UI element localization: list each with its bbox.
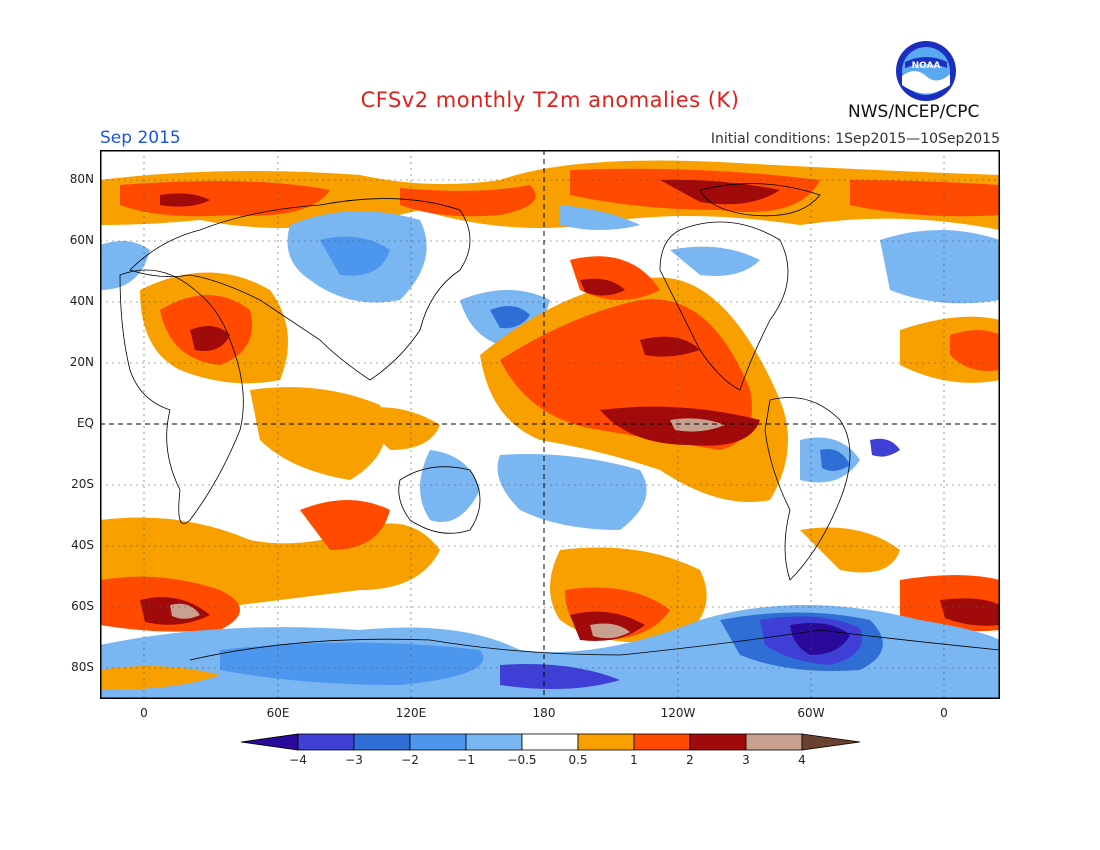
colorbar bbox=[240, 733, 861, 751]
colorbar-label: 3 bbox=[742, 753, 750, 767]
lon-label: 120W bbox=[660, 706, 696, 720]
lon-label: 60E bbox=[266, 706, 290, 720]
lat-label: 80S bbox=[71, 660, 94, 674]
lat-label: EQ bbox=[76, 416, 94, 430]
lat-label: 40N bbox=[69, 294, 94, 308]
lat-label: 60N bbox=[69, 233, 94, 247]
lat-label: 60S bbox=[71, 599, 94, 613]
lon-label: 0 bbox=[140, 706, 148, 720]
map-frame bbox=[100, 150, 1000, 699]
colorbar-label: 4 bbox=[798, 753, 806, 767]
colorbar-swatch bbox=[633, 733, 691, 751]
colorbar-arrow-high bbox=[801, 733, 861, 751]
colorbar-label: −3 bbox=[345, 753, 363, 767]
colorbar-label: −2 bbox=[401, 753, 419, 767]
colorbar-label: −4 bbox=[289, 753, 307, 767]
colorbar-arrow-low bbox=[240, 733, 299, 751]
lat-label: 80N bbox=[69, 172, 94, 186]
svg-text:NOAA: NOAA bbox=[912, 61, 941, 71]
colorbar-swatch bbox=[353, 733, 411, 751]
lon-label: 60W bbox=[797, 706, 825, 720]
colorbar-swatch bbox=[409, 733, 467, 751]
colorbar-swatch bbox=[297, 733, 355, 751]
colorbar-swatch bbox=[689, 733, 747, 751]
colorbar-label: 2 bbox=[686, 753, 694, 767]
colorbar-swatch bbox=[577, 733, 635, 751]
colorbar-label: 1 bbox=[630, 753, 638, 767]
colorbar-label: −0.5 bbox=[507, 753, 537, 767]
lat-label: 20S bbox=[71, 477, 94, 491]
colorbar-label: 0.5 bbox=[568, 753, 588, 767]
colorbar-swatch bbox=[465, 733, 523, 751]
anomaly-map bbox=[100, 150, 1000, 699]
lat-label: 40S bbox=[71, 538, 94, 552]
graticule bbox=[100, 150, 1000, 699]
coastlines bbox=[119, 183, 1000, 661]
lon-label: 180 bbox=[532, 706, 556, 720]
lat-label: 20N bbox=[69, 355, 94, 369]
lon-label: 0 bbox=[940, 706, 948, 720]
lon-label: 120E bbox=[395, 706, 427, 720]
noaa-logo: NOAA bbox=[896, 41, 956, 101]
chart-title: CFSv2 monthly T2m anomalies (K) bbox=[360, 88, 740, 112]
colorbar-swatch bbox=[521, 733, 579, 751]
agency-label: NWS/NCEP/CPC bbox=[848, 102, 980, 122]
colorbar-swatch bbox=[745, 733, 803, 751]
equator-dateline bbox=[100, 150, 1000, 699]
forecast-month: Sep 2015 bbox=[100, 128, 181, 148]
initial-conditions: Initial conditions: 1Sep2015—10Sep2015 bbox=[710, 131, 1000, 147]
colorbar-label: −1 bbox=[457, 753, 475, 767]
